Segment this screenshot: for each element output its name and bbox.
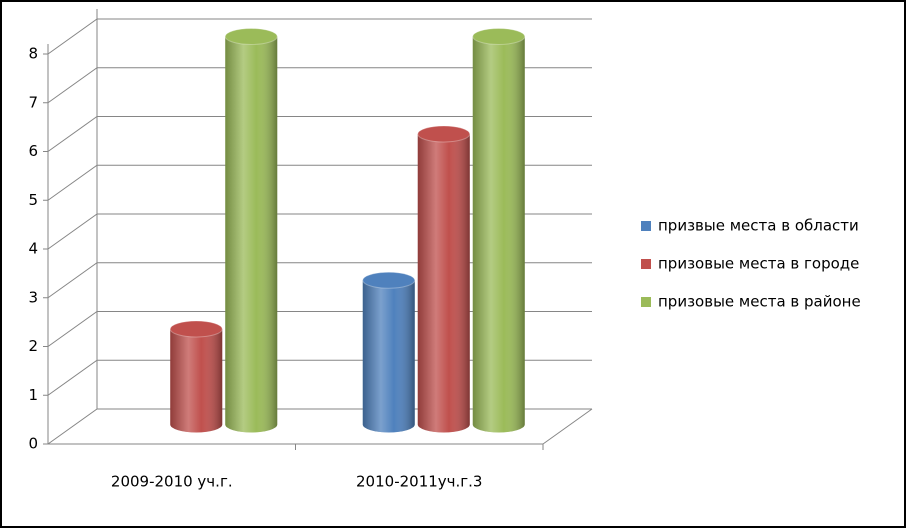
bar-top: [472, 28, 526, 45]
x-tick-label: 2009-2010 уч.г.: [111, 473, 233, 491]
y-tick-label: 8: [28, 45, 38, 63]
bar: [169, 320, 223, 433]
floor-edge: [542, 408, 593, 445]
grid-line: [47, 18, 592, 55]
legend-label: призвые места в области: [658, 217, 859, 235]
legend-swatch: [641, 259, 651, 269]
bar: [224, 28, 278, 433]
y-tick-label: 6: [28, 142, 38, 160]
bar-shade: [225, 36, 278, 433]
bar: [362, 271, 416, 433]
y-tick-label: 0: [28, 435, 38, 453]
y-tick-label: 7: [28, 93, 38, 111]
bar-top: [169, 320, 223, 338]
y-tick-label: 3: [28, 288, 38, 306]
x-tick-label: 2010-2011уч.г.3: [356, 473, 482, 491]
bar-top: [417, 125, 471, 143]
bar: [472, 28, 526, 433]
bar-shade: [170, 329, 223, 433]
grid-line: [47, 67, 592, 104]
y-tick-label: 1: [28, 386, 38, 404]
y-tick-label: 4: [28, 240, 38, 258]
bar-shade: [417, 134, 470, 433]
legend-label: призовые места в районе: [658, 293, 861, 311]
bar-top: [224, 28, 278, 45]
bar: [417, 125, 471, 433]
legend-swatch: [641, 221, 651, 231]
bar-top: [362, 271, 416, 289]
bar-shade: [362, 280, 415, 433]
legend-swatch: [641, 297, 651, 307]
legend-label: призовые места в городе: [658, 255, 859, 273]
y-tick-label: 2: [28, 337, 38, 355]
bar-shade: [472, 36, 525, 433]
grid-line: [47, 116, 592, 152]
y-tick-label: 5: [28, 191, 38, 209]
